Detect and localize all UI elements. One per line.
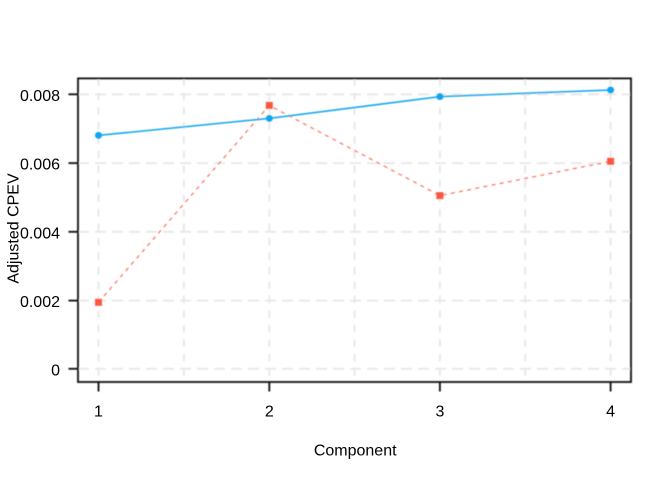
svg-text:Component: Component bbox=[314, 442, 397, 459]
svg-text:0.002: 0.002 bbox=[20, 294, 60, 311]
svg-text:4: 4 bbox=[606, 404, 615, 421]
svg-text:3: 3 bbox=[435, 404, 444, 421]
svg-text:0.006: 0.006 bbox=[20, 157, 60, 174]
svg-text:Adjusted CPEV: Adjusted CPEV bbox=[6, 173, 23, 284]
svg-text:0: 0 bbox=[51, 362, 60, 379]
svg-text:2: 2 bbox=[265, 404, 274, 421]
svg-text:0.004: 0.004 bbox=[20, 225, 60, 242]
svg-text:1: 1 bbox=[94, 404, 103, 421]
svg-text:0.008: 0.008 bbox=[20, 88, 60, 105]
